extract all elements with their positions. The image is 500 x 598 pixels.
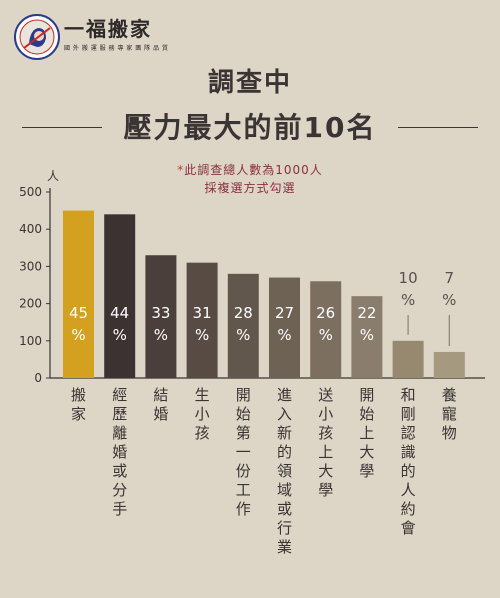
x-category-label: 開始上大學 — [359, 386, 374, 480]
data-label-number: 31 — [193, 304, 212, 322]
brand-name: 一福搬家 — [64, 17, 152, 41]
bar — [63, 210, 94, 378]
data-label-number: 22 — [357, 304, 376, 322]
data-label-percent: % — [236, 326, 250, 344]
data-label-percent: % — [154, 326, 168, 344]
y-tick-label: 200 — [19, 297, 42, 311]
y-tick-label: 500 — [19, 185, 42, 199]
y-tick-label: 0 — [34, 371, 42, 385]
x-category-label: 開始第一份工作 — [236, 386, 251, 518]
x-category-label: 搬家 — [71, 386, 86, 423]
data-label-number: 27 — [275, 304, 294, 322]
bar — [227, 273, 259, 378]
data-label-percent: % — [195, 326, 209, 344]
title-rule-left — [22, 127, 102, 128]
y-tick-label: 300 — [19, 259, 42, 273]
x-category-label: 生小孩 — [195, 386, 210, 442]
data-label-percent: % — [319, 326, 333, 344]
brand-tagline: 國 外 搬 運 服 務 專 家 團 隊 品 質 — [64, 45, 169, 52]
y-tick-label: 100 — [19, 334, 42, 348]
bar — [104, 214, 136, 378]
data-label-number: 33 — [151, 304, 170, 322]
note-text-1: 此調查總人數為1000人 — [184, 163, 323, 177]
data-label-percent: % — [442, 291, 456, 309]
title-line-2: 壓力最大的前10名 — [123, 111, 377, 144]
data-label-number: 26 — [316, 304, 335, 322]
bar — [433, 351, 465, 378]
title-rule-right — [398, 127, 478, 128]
bar — [145, 255, 177, 378]
bar — [186, 262, 218, 378]
survey-note-2: 採複選方式勾選 — [204, 181, 296, 195]
data-label-percent: % — [71, 326, 85, 344]
title-line-1: 調查中 — [207, 68, 292, 98]
data-label-percent: % — [277, 326, 291, 344]
x-category-label: 送小孩上大學 — [318, 386, 333, 499]
note-marker: * — [177, 163, 185, 177]
bar — [310, 281, 342, 378]
survey-note: *此調查總人數為1000人 — [0, 162, 500, 178]
bar — [351, 296, 383, 378]
data-label-number: 44 — [110, 304, 129, 322]
brand-block: 一福搬家 國 外 搬 運 服 務 專 家 團 隊 品 質 — [64, 17, 168, 52]
data-label-number: 7 — [445, 269, 455, 287]
y-tick-label: 400 — [19, 222, 42, 236]
data-label-percent: % — [401, 291, 415, 309]
bar — [269, 277, 300, 378]
data-label-percent: % — [360, 326, 374, 344]
data-label-number: 28 — [234, 304, 253, 322]
x-category-label: 和剛認識的人約會 — [401, 386, 416, 537]
bar — [392, 340, 424, 378]
x-category-label: 經歷離婚或分手 — [112, 386, 127, 518]
title-row: 壓力最大的前10名 — [0, 108, 500, 148]
x-category-label: 結婚 — [153, 386, 168, 423]
data-label-number: 45 — [69, 304, 88, 322]
company-logo — [14, 14, 60, 60]
x-category-label: 養寵物 — [442, 386, 457, 442]
y-axis-label: 人 — [47, 169, 59, 183]
x-category-label: 進入新的領域或行業 — [277, 386, 292, 556]
data-label-number: 10 — [399, 269, 418, 287]
data-label-percent: % — [113, 326, 127, 344]
